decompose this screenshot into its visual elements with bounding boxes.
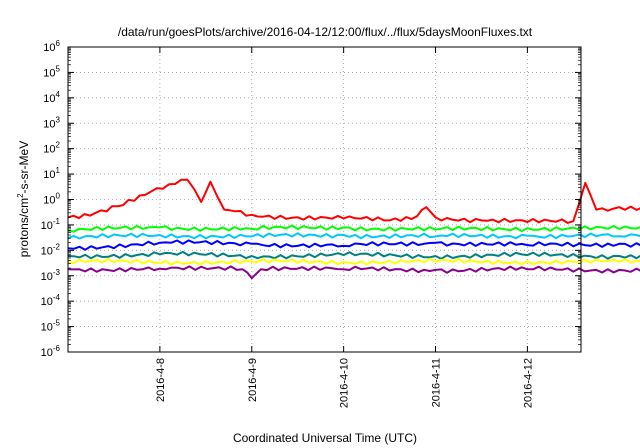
series-line-2 bbox=[67, 224, 640, 233]
grid-lines bbox=[68, 47, 581, 352]
x-tick-label: 2016-4-8 bbox=[155, 358, 167, 402]
x-axis-label: Coordinated Universal Time (UTC) bbox=[233, 431, 417, 445]
y-tick-label: 106 bbox=[43, 39, 60, 54]
series-line-5 bbox=[67, 250, 640, 260]
y-tick-label: 10-3 bbox=[41, 268, 61, 283]
x-tick-label: 2016-4-10 bbox=[339, 358, 351, 408]
y-tick-label: 10-4 bbox=[41, 293, 61, 308]
x-tick-label: 2016-4-12 bbox=[522, 358, 534, 408]
y-tick-label: 10-5 bbox=[41, 319, 61, 334]
y-tick-label: 105 bbox=[43, 64, 60, 79]
y-tick-label: 102 bbox=[43, 141, 60, 156]
y-tick-label: 10-1 bbox=[41, 217, 61, 232]
series-line-3 bbox=[67, 239, 640, 251]
series-lines bbox=[67, 178, 640, 280]
y-tick-label: 104 bbox=[43, 90, 60, 105]
y-axis-label: protons/cm2-s-sr-MeV bbox=[16, 141, 31, 257]
x-tick-label: 2016-4-11 bbox=[431, 358, 443, 407]
y-tick-label: 100 bbox=[43, 192, 60, 207]
chart-title: /data/run/goesPlots/archive/2016-04-12/1… bbox=[118, 25, 533, 39]
series-line-4 bbox=[67, 232, 640, 240]
x-tick-labels: 2016-4-8 2016-4-9 2016-4-10 2016-4-11 2016-4… bbox=[155, 358, 535, 408]
x-tick-label: 2016-4-9 bbox=[247, 358, 259, 402]
axis-ticks bbox=[68, 46, 581, 353]
y-tick-labels: 10-6 10-5 10-4 10-3 10-2 10-1 100 101 102 103 104 1… bbox=[41, 39, 61, 359]
y-tick-label: 10-6 bbox=[41, 344, 61, 359]
y-tick-label: 101 bbox=[43, 166, 60, 181]
y-tick-label: 103 bbox=[43, 115, 60, 130]
series-line-6 bbox=[67, 257, 640, 266]
series-line-1 bbox=[67, 178, 640, 224]
y-tick-label: 10-2 bbox=[41, 242, 61, 257]
series-line-7 bbox=[67, 265, 640, 280]
